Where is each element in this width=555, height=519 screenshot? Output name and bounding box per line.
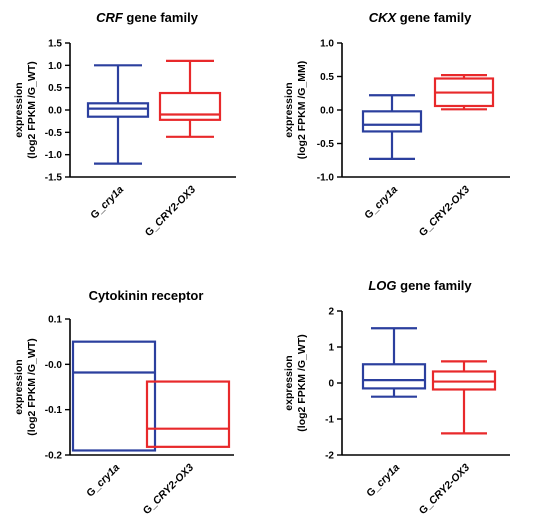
y-axis-label-line1: expression xyxy=(283,355,295,410)
box-body xyxy=(361,110,423,133)
y-tick-label: 0.1 xyxy=(48,315,62,326)
chart-title: Cytokinin receptor xyxy=(89,288,204,303)
x-category-label: G_cry1a xyxy=(84,462,122,500)
box-cry2-ox3 xyxy=(145,380,231,448)
chart-title-rest: gene family xyxy=(396,10,472,25)
y-tick-label: 1.5 xyxy=(48,39,62,50)
y-tick-label: 2 xyxy=(328,307,334,318)
category-italic: cry1a xyxy=(374,462,402,490)
y-tick-label: 0.5 xyxy=(320,72,334,83)
y-tick-label: -0.0 xyxy=(45,360,63,371)
y-tick-label: -2 xyxy=(325,451,334,462)
box-body xyxy=(86,102,150,118)
chart-title-rest: Cytokinin receptor xyxy=(89,288,204,303)
box-body xyxy=(361,363,427,390)
x-category-label: G_cry1a xyxy=(364,462,402,500)
chart-title-rest: gene family xyxy=(123,10,199,25)
category-italic: CRY2-OX3 xyxy=(151,462,197,508)
chart-title-italic: LOG xyxy=(368,278,396,293)
y-tick-label: 1 xyxy=(328,343,334,354)
y-tick-label: -0.5 xyxy=(317,139,335,150)
y-tick-label: -0.1 xyxy=(45,405,63,416)
x-category-label: G_CRY2-OX3 xyxy=(143,184,199,240)
box-cry1a xyxy=(361,94,423,161)
x-category-label: G_cry1a xyxy=(88,184,126,222)
category-italic: cry1a xyxy=(98,184,126,212)
x-category-label: G_CRY2-OX3 xyxy=(417,184,473,240)
category-italic: CRY2-OX3 xyxy=(427,184,473,230)
box-cry2-ox3 xyxy=(158,59,222,138)
y-axis-label-line1: expression xyxy=(283,82,295,137)
box-cry2-ox3 xyxy=(431,360,497,435)
y-tick-label: -1.5 xyxy=(45,173,63,184)
y-axis-label-line2: (log2 FPKM /G_MM) xyxy=(296,61,308,160)
category-italic: cry1a xyxy=(372,184,400,212)
box-cry2-ox3 xyxy=(433,74,495,111)
y-tick-label: 0 xyxy=(328,379,334,390)
category-italic: cry1a xyxy=(94,462,122,490)
y-axis-label-line2: (log2 FPKM /G_WT) xyxy=(26,338,38,435)
x-category-label: G_CRY2-OX3 xyxy=(417,462,473,518)
y-axis-label-line1: expression xyxy=(13,359,25,414)
chart-title: CRF gene family xyxy=(96,10,199,25)
y-axis-label-line1: expression xyxy=(13,82,25,137)
y-axis-label-line2: (log2 FPKM /G_WT) xyxy=(296,334,308,431)
panel-cytokinin-receptor: Cytokinin receptor expression (log2 FPKM /… xyxy=(13,288,234,517)
chart-title: CKX gene family xyxy=(369,10,472,25)
y-axis-label-line2: (log2 FPKM /G_WT) xyxy=(26,61,38,158)
x-category-label: G_CRY2-OX3 xyxy=(141,462,197,518)
y-tick-label: 1.0 xyxy=(320,39,334,50)
y-tick-label: -1.0 xyxy=(45,150,63,161)
box-body xyxy=(71,340,157,452)
box-cry1a xyxy=(71,340,157,452)
y-tick-label: 0.0 xyxy=(48,106,62,117)
y-tick-label: -0.5 xyxy=(45,128,63,139)
chart-title-italic: CKX xyxy=(369,10,398,25)
chart-title-rest: gene family xyxy=(397,278,473,293)
panel-log: LOG gene family expression (log2 FPKM /G_W… xyxy=(283,278,510,517)
box-body xyxy=(145,380,231,448)
box-cry1a xyxy=(86,64,150,165)
category-italic: CRY2-OX3 xyxy=(427,462,473,508)
y-tick-label: 0.5 xyxy=(48,83,62,94)
y-tick-label: 1.0 xyxy=(48,61,62,72)
chart-title-italic: CRF xyxy=(96,10,124,25)
box-body xyxy=(158,91,222,121)
y-tick-label: 0.0 xyxy=(320,106,334,117)
panel-crf: CRF gene family expression (log2 FPKM /G_W… xyxy=(13,10,236,239)
y-tick-label: -1.0 xyxy=(317,173,335,184)
x-category-label: G_cry1a xyxy=(362,184,400,222)
y-tick-label: -0.2 xyxy=(45,451,63,462)
y-tick-label: -1 xyxy=(325,415,334,426)
panel-ckx: CKX gene family expression (log2 FPKM /G_M… xyxy=(283,10,510,239)
box-cry1a xyxy=(361,327,427,398)
chart-title: LOG gene family xyxy=(368,278,472,293)
category-italic: CRY2-OX3 xyxy=(153,184,199,230)
